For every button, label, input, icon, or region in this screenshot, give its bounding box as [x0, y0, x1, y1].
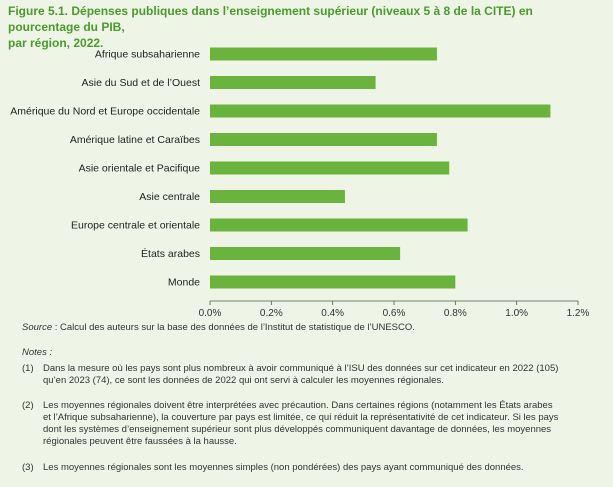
note-2-line-2: et l’Afrique subsaharienne), la couvertu…	[43, 412, 559, 423]
note-3-number: (3)	[22, 462, 34, 473]
note-1-number: (1)	[22, 363, 34, 374]
x-tick-label-7: 1.2%	[567, 308, 590, 319]
x-tick-label-6: 1.0%	[505, 308, 528, 319]
source-text: : Calcul des auteurs sur la base des don…	[52, 322, 415, 333]
bar-8	[210, 247, 401, 260]
category-label-6: Asie centrale	[139, 191, 200, 203]
bar-4	[210, 133, 437, 146]
category-label-7: Europe centrale et orientale	[71, 220, 200, 232]
category-label-1: Afrique subsaharienne	[95, 49, 200, 61]
note-3-line-1: Les moyennes régionales sont les moyenne…	[43, 462, 524, 473]
bar-6	[210, 190, 345, 203]
note-2-line-3: dont les systèmes d’enseignement supérie…	[43, 424, 552, 435]
figure-title: Figure 5.1. Dépenses publiques dans l’en…	[8, 3, 606, 51]
bar-1	[210, 47, 437, 61]
bar-5	[210, 161, 450, 175]
notes-title: Notes :	[22, 347, 53, 358]
figure-title-line-2: par région, 2022.	[8, 36, 104, 50]
category-label-5: Asie orientale et Pacifique	[79, 163, 201, 175]
bar-3	[210, 104, 551, 118]
note-2: (2) Les moyennes régionales doivent être…	[22, 400, 592, 448]
note-1: (1) Dans la mesure où les pays sont plus…	[22, 363, 592, 387]
note-2-text: Les moyennes régionales doivent être int…	[43, 400, 592, 448]
category-label-3: Amérique du Nord et Europe occidentale	[10, 106, 200, 118]
x-tick-label-3: 0.4%	[321, 308, 344, 319]
x-tick-label-4: 0.6%	[383, 308, 406, 319]
category-label-4: Amérique latine et Caraïbes	[70, 134, 200, 146]
note-1-line-1: Dans la mesure où les pays sont plus nom…	[43, 363, 559, 374]
note-3: (3) Les moyennes régionales sont les moy…	[22, 462, 592, 474]
note-2-number: (2)	[22, 400, 34, 411]
bar-9	[210, 275, 456, 289]
note-1-text: Dans la mesure où les pays sont plus nom…	[43, 363, 592, 387]
note-2-line-1: Les moyennes régionales doivent être int…	[43, 400, 553, 411]
note-2-line-4: régionales peuvent être faussées à la ha…	[43, 436, 237, 447]
x-tick-label-5: 0.8%	[444, 308, 467, 319]
figure-title-line-1: Figure 5.1. Dépenses publiques dans l’en…	[8, 4, 533, 34]
source-label: Source	[22, 322, 53, 333]
bar-2	[210, 76, 376, 89]
category-label-2: Asie du Sud et de l’Ouest	[82, 77, 201, 89]
category-label-8: États arabes	[141, 247, 200, 260]
x-tick-label-2: 0.2%	[260, 308, 283, 319]
source-note: Source : Calcul des auteurs sur la base …	[22, 322, 602, 333]
note-1-line-2: qu’en 2023 (74), ce sont les données de …	[43, 375, 444, 386]
bar-chart: Afrique subsaharienne Asie du Sud et de l…	[10, 47, 590, 319]
category-label-9: Monde	[168, 277, 200, 289]
x-tick-label-1: 0.0%	[199, 308, 222, 319]
bar-7	[210, 218, 468, 232]
note-3-text: Les moyennes régionales sont les moyenne…	[43, 462, 592, 474]
